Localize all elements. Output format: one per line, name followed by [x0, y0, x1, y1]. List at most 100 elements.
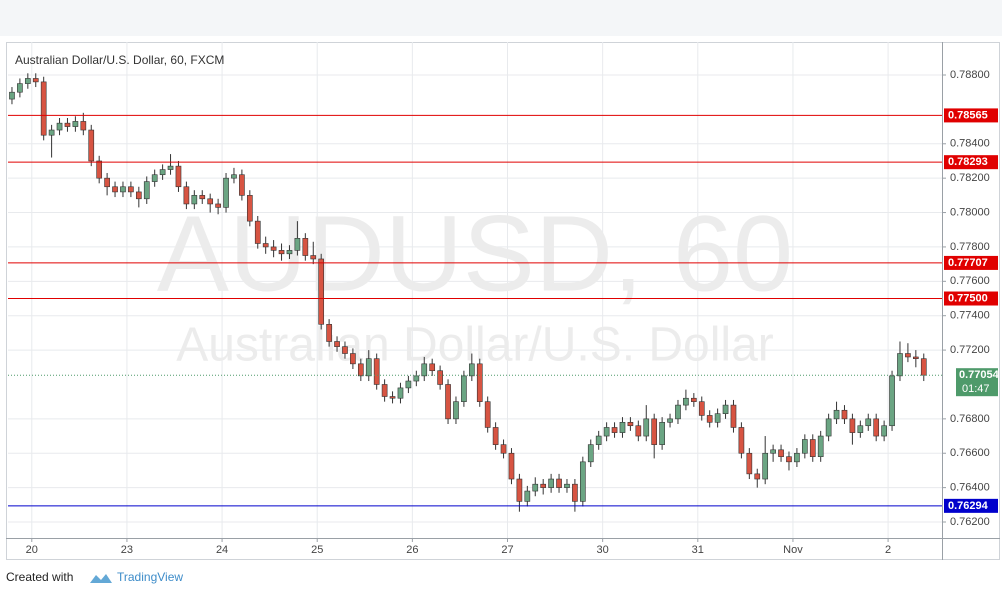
candle-body — [722, 404, 729, 414]
candle-body — [492, 427, 499, 445]
candle-body — [484, 401, 491, 428]
y-tick-label: 0.78800 — [950, 69, 990, 81]
candle-body — [786, 456, 792, 463]
last-price-bg — [956, 368, 998, 397]
candle-body — [897, 353, 903, 377]
candle-body — [278, 250, 285, 255]
candle-body — [357, 363, 364, 377]
candle-body — [476, 363, 483, 402]
candle-body — [453, 401, 459, 420]
chart-title: Australian Dollar/U.S. Dollar, 60, FXCM — [15, 53, 224, 67]
x-tick-label: 24 — [216, 544, 228, 556]
level-label: 0.78293 — [948, 156, 988, 168]
y-tick-label: 0.78000 — [950, 206, 990, 218]
countdown: 01:47 — [962, 383, 990, 395]
candle-body — [587, 444, 594, 463]
x-tick-label: 23 — [121, 544, 133, 556]
candle-body — [159, 169, 166, 176]
candle-body — [334, 341, 340, 347]
candle-body — [318, 258, 325, 325]
candle-body — [635, 425, 642, 437]
candle-body — [516, 478, 523, 502]
candle-body — [794, 452, 800, 463]
candle-body — [714, 413, 721, 423]
candle-body — [833, 409, 840, 420]
candle-body — [738, 427, 745, 454]
candle-body — [429, 363, 436, 372]
candle-body — [246, 195, 253, 222]
candle-body — [72, 121, 79, 127]
candle-body — [389, 396, 396, 399]
candle-body — [873, 418, 880, 437]
candle-body — [286, 250, 293, 255]
candle-body — [223, 177, 229, 208]
x-tick-label: 31 — [692, 544, 704, 556]
created-with: Created with — [6, 570, 73, 584]
y-tick-label: 0.77400 — [950, 310, 990, 322]
candle-body — [24, 78, 31, 84]
candle-body — [302, 238, 309, 256]
candle-body — [556, 478, 562, 488]
candle-body — [762, 452, 769, 480]
candle-body — [603, 427, 610, 437]
level-label: 0.76294 — [948, 500, 989, 512]
last-price-label: 0.77054 — [959, 369, 1000, 381]
candle-body — [643, 418, 650, 437]
candle-body — [96, 160, 103, 179]
x-tick-label: 2 — [885, 544, 891, 556]
candle-body — [881, 425, 887, 437]
candle-body — [651, 418, 658, 445]
candle-body — [500, 444, 507, 454]
axes: 0.78800 0.78400 0.78200 0.78000 0.77800 0.776… — [26, 69, 1000, 556]
candle-body — [730, 404, 737, 428]
y-tick-label: 0.76200 — [950, 516, 990, 528]
candle-body — [405, 380, 412, 389]
watermark: AUDUSD, 60 — [157, 193, 793, 314]
tradingview-link[interactable]: TradingView — [117, 570, 183, 584]
candle-body — [342, 346, 348, 354]
candle-body — [468, 363, 475, 377]
candle-body — [770, 449, 776, 454]
candle-body — [540, 483, 547, 488]
candle-body — [207, 198, 214, 205]
candle-body — [80, 121, 87, 131]
candle-body — [373, 358, 380, 385]
candle-body — [675, 404, 681, 420]
candle-body — [857, 425, 864, 433]
level-label-bg — [944, 108, 998, 123]
y-tick-label: 0.77600 — [950, 275, 990, 287]
x-tick-label: 20 — [26, 544, 38, 556]
level-label-bg — [944, 291, 998, 306]
candle-body — [120, 186, 126, 193]
y-tick-label: 0.76600 — [950, 447, 990, 459]
level-label-bg — [944, 155, 998, 170]
candle-body — [778, 449, 784, 457]
level-label: 0.77500 — [948, 292, 988, 304]
candle-body — [865, 418, 872, 427]
candle-body — [532, 483, 539, 492]
candle-body — [413, 375, 420, 382]
candle-body — [397, 387, 404, 399]
candle-body — [199, 195, 206, 200]
candle-body — [461, 375, 467, 402]
level-label: 0.78565 — [948, 109, 988, 121]
candle-body — [254, 220, 261, 244]
y-tick-label: 0.76800 — [950, 413, 990, 425]
candle-body — [754, 473, 761, 480]
x-tick-label: 27 — [501, 544, 513, 556]
candle-body — [841, 409, 848, 420]
candle-body — [88, 129, 95, 162]
y-tick-label: 0.76400 — [950, 482, 990, 494]
candle-body — [350, 353, 356, 365]
level-label-bg — [944, 255, 998, 270]
y-tick-label: 0.78400 — [950, 138, 990, 150]
candle-body — [572, 483, 578, 502]
grid — [8, 42, 942, 538]
candle-body — [579, 461, 586, 502]
candle-body — [40, 81, 47, 136]
x-tick-label: 26 — [406, 544, 418, 556]
candle-body — [817, 435, 824, 457]
candle-body — [524, 490, 531, 502]
candle-body — [690, 397, 697, 402]
